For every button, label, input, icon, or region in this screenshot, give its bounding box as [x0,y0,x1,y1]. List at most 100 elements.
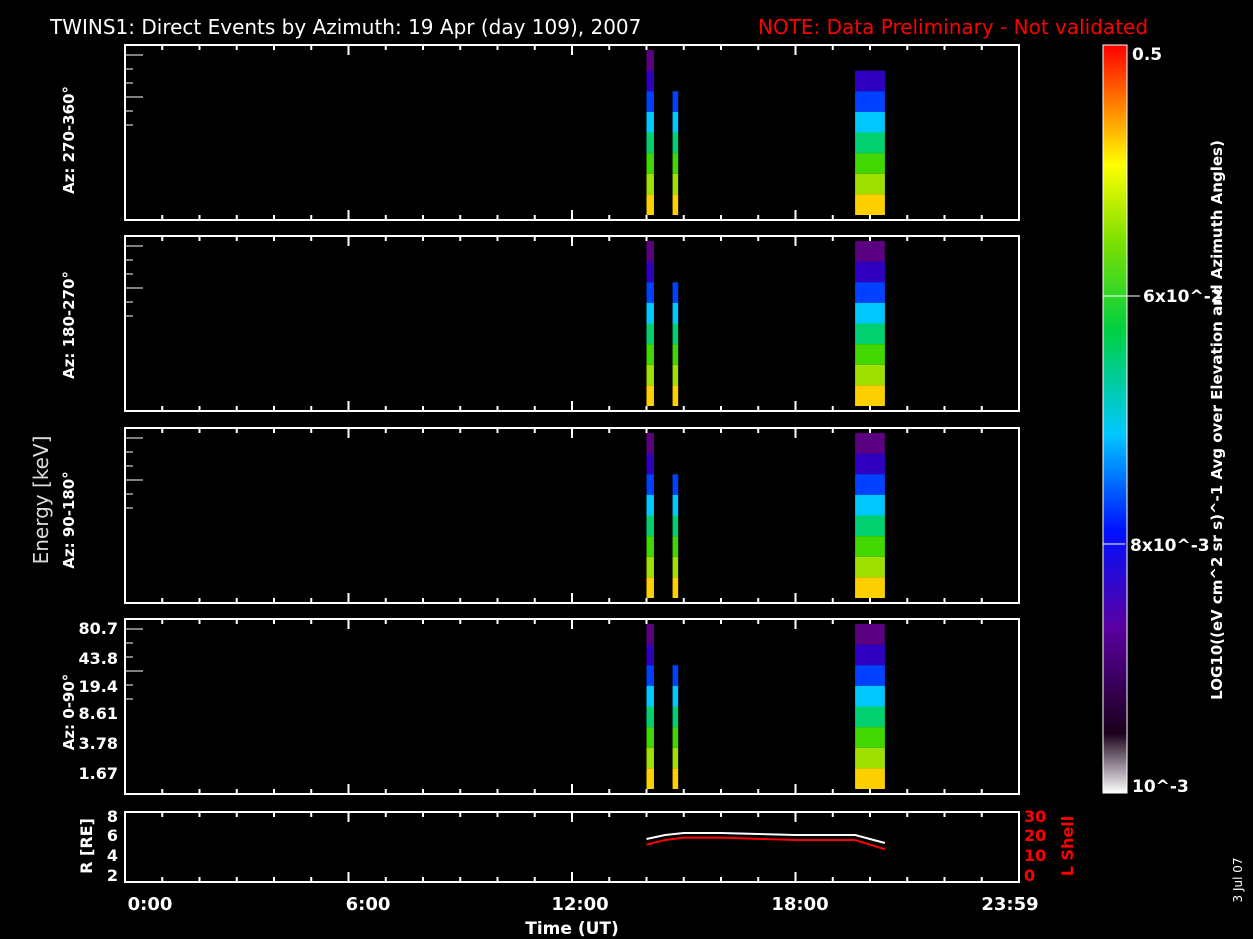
event-cell [672,556,679,578]
event-cell [855,515,885,537]
event-cell [672,577,679,598]
event-cell [646,302,654,324]
date-stamp: 3 Jul 07 [1231,857,1245,902]
event-cell [646,173,654,195]
event-cell [855,453,885,475]
event-cell [855,70,885,92]
colorbar-mid-label-1: 6x10^-2 [1143,287,1223,307]
event-cell [672,173,679,195]
event-cell [646,70,654,92]
event-cell [672,132,679,154]
event-cell [646,577,654,598]
event-cell [646,194,654,215]
panel-frame-0-90 [124,618,1020,795]
orbit-lshell-line [646,836,886,851]
event-cell [646,261,654,283]
event-cell [646,153,654,174]
event-cell [855,241,885,262]
event-cell [855,747,885,769]
event-cell [646,433,654,454]
event-cell [855,706,885,728]
event-cell [855,685,885,707]
orbit-right-tick-30: 30 [1024,807,1046,826]
event-cell [855,494,885,516]
preliminary-note: NOTE: Data Preliminary - Not validated [758,15,1148,39]
event-cell [672,768,679,789]
event-cell [672,91,679,112]
event-cell [646,50,654,71]
event-cell [672,665,679,686]
event-cell [855,111,885,133]
event-cell [855,153,885,174]
energy-tick-1.67: 1.67 [79,764,118,783]
x-tick-0600: 6:00 [346,894,391,915]
energy-tick-43.8: 43.8 [79,649,118,668]
colorbar-title: LOG10((eV cm^2 sr s)^-1 Avg over Elevati… [1208,140,1226,700]
x-tick-1800: 18:00 [771,894,828,915]
event-cell [646,706,654,728]
event-cell [672,385,679,406]
colorbar [1102,44,1128,794]
x-tick-0000: 0:00 [128,894,173,915]
energy-axis-label: Energy [keV] [29,436,53,565]
x-tick-2359: 23:59 [981,894,1038,915]
panel-frame-90-180 [124,427,1020,604]
energy-tick-19.4: 19.4 [79,677,118,696]
event-cell [646,323,654,345]
event-cell [855,261,885,283]
orbit-left-tick-6: 6 [107,826,118,845]
event-cell [672,302,679,324]
event-cell [855,665,885,686]
event-cell [855,727,885,748]
event-cell [855,474,885,495]
event-cell [855,194,885,215]
event-cell [646,515,654,537]
event-cell [855,323,885,345]
panel-frame-180-270 [124,235,1020,412]
orbit-r-line [646,832,886,844]
orbit-left-tick-8: 8 [107,807,118,826]
event-cell [672,747,679,769]
event-cell [855,132,885,154]
event-cell [855,624,885,645]
event-cell [646,536,654,557]
orbit-right-tick-20: 20 [1024,826,1046,845]
event-cell [855,577,885,598]
event-cell [672,727,679,748]
event-cell [646,685,654,707]
event-cell [646,111,654,133]
event-cell [855,536,885,557]
event-cell [646,453,654,475]
colorbar-bottom-label: 10^-3 [1132,777,1189,797]
event-cell [855,282,885,303]
event-cell [672,323,679,345]
panel-frame-270-360 [124,44,1020,221]
orbit-right-tick-0: 0 [1024,866,1035,885]
event-cell [855,433,885,454]
event-cell [646,282,654,303]
event-cell [646,132,654,154]
event-cell [672,344,679,365]
panel-label-270-360: Az: 270-360° [60,86,78,194]
event-cell [672,194,679,215]
event-cell [646,385,654,406]
event-cell [646,665,654,686]
event-cell [855,302,885,324]
orbit-left-tick-2: 2 [107,866,118,885]
event-cell [646,747,654,769]
orbit-panel-frame [124,811,1020,883]
x-axis-label: Time (UT) [525,919,619,939]
event-cell [855,644,885,666]
event-cell [672,111,679,133]
event-cell [646,364,654,386]
event-cell [646,624,654,645]
event-cell [855,768,885,789]
event-cell [646,344,654,365]
panel-label-180-270: Az: 180-270° [60,271,78,379]
orbit-left-tick-4: 4 [107,846,118,865]
orbit-left-label: R [RE] [77,818,96,874]
event-cell [672,153,679,174]
event-cell [672,685,679,707]
colorbar-mid-label-2: 8x10^-3 [1130,536,1210,556]
